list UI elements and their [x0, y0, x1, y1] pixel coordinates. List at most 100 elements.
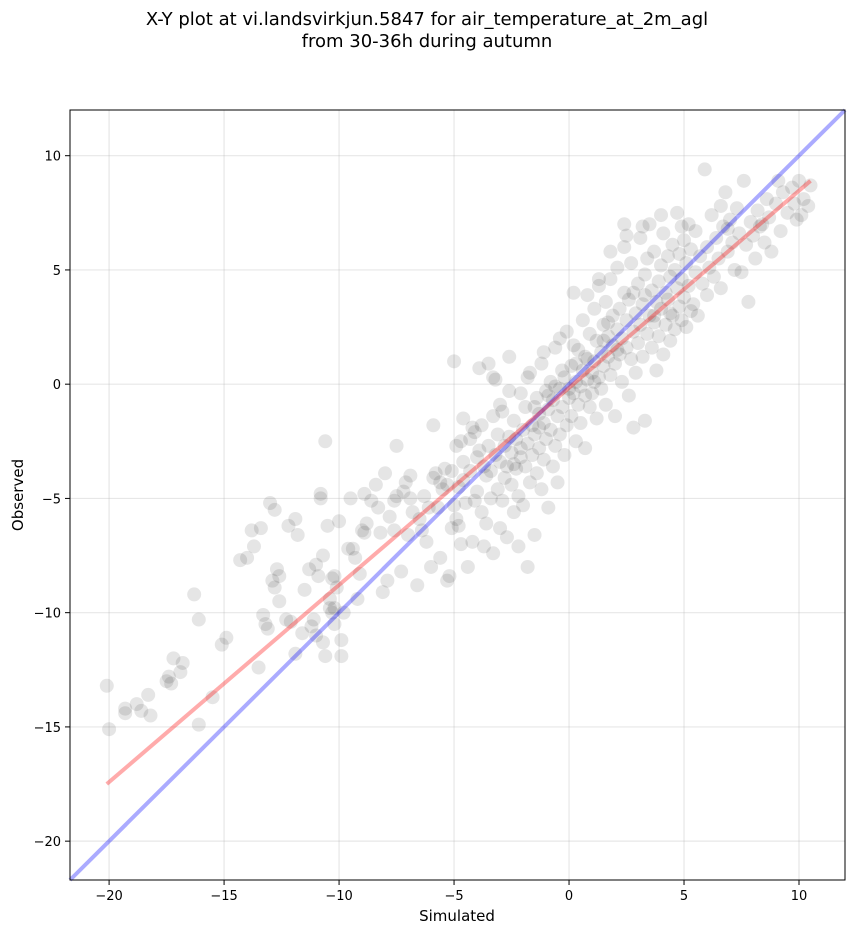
data-point — [658, 285, 673, 300]
data-point — [640, 251, 655, 266]
data-point — [578, 349, 593, 364]
data-point — [764, 244, 779, 259]
data-point — [644, 283, 659, 298]
data-point — [401, 527, 416, 542]
data-point — [518, 400, 533, 415]
data-point — [435, 482, 450, 497]
data-point — [320, 518, 335, 533]
data-point — [258, 617, 273, 632]
data-point — [481, 356, 496, 371]
data-point — [601, 329, 616, 344]
data-point — [529, 466, 544, 481]
data-point — [619, 340, 634, 355]
data-point — [288, 646, 303, 661]
data-point — [656, 226, 671, 241]
data-point — [573, 379, 588, 394]
data-point — [596, 317, 611, 332]
data-point — [267, 580, 282, 595]
data-point — [283, 614, 298, 629]
x-tick-label: −15 — [210, 889, 237, 904]
data-point — [803, 178, 818, 193]
data-point — [318, 649, 333, 664]
x-tick-label: 10 — [791, 889, 808, 904]
data-point — [598, 397, 613, 412]
data-point — [559, 418, 574, 433]
data-point — [522, 365, 537, 380]
y-tick: 5 — [53, 264, 70, 279]
data-point — [677, 233, 692, 248]
data-point — [470, 450, 485, 465]
data-point — [173, 665, 188, 680]
data-point — [688, 224, 703, 239]
data-point — [785, 180, 800, 195]
data-point — [750, 203, 765, 218]
data-point — [626, 420, 641, 435]
data-point — [281, 518, 296, 533]
data-point — [313, 486, 328, 501]
data-point — [357, 486, 372, 501]
data-point — [775, 185, 790, 200]
data-point — [649, 363, 664, 378]
y-tick: −10 — [34, 607, 70, 622]
data-point — [748, 251, 763, 266]
data-point — [637, 413, 652, 428]
data-point — [545, 459, 560, 474]
data-point — [371, 500, 386, 515]
data-point — [589, 333, 604, 348]
data-point — [794, 208, 809, 223]
data-point — [102, 722, 117, 737]
data-point — [525, 418, 540, 433]
data-point — [792, 173, 807, 188]
data-point — [667, 322, 682, 337]
data-point — [603, 244, 618, 259]
data-point — [502, 349, 517, 364]
data-point — [548, 340, 563, 355]
data-point — [580, 352, 595, 367]
data-point — [175, 655, 190, 670]
data-point — [647, 244, 662, 259]
chart-title: X-Y plot at vi.landsvirkjun.5847 for air… — [145, 9, 709, 30]
x-tick-label: −10 — [325, 889, 352, 904]
data-point — [644, 340, 659, 355]
data-point — [336, 605, 351, 620]
data-point — [495, 404, 510, 419]
data-point — [534, 356, 549, 371]
data-point — [453, 537, 468, 552]
data-point — [757, 235, 772, 250]
data-point — [674, 272, 689, 287]
data-point — [633, 230, 648, 245]
data-point — [637, 288, 652, 303]
data-point — [456, 411, 471, 426]
data-point — [440, 477, 455, 492]
y-tick: 10 — [44, 150, 70, 165]
data-point — [624, 352, 639, 367]
data-point — [769, 196, 784, 211]
data-point — [610, 342, 625, 357]
data-point — [562, 390, 577, 405]
data-point — [410, 578, 425, 593]
data-point — [502, 384, 517, 399]
data-point — [700, 240, 715, 255]
data-point — [729, 201, 744, 216]
data-point — [493, 397, 508, 412]
data-point — [483, 464, 498, 479]
data-point — [603, 272, 618, 287]
data-point — [633, 317, 648, 332]
data-point — [596, 358, 611, 373]
data-point — [246, 539, 261, 554]
data-point — [663, 269, 678, 284]
data-point — [161, 669, 176, 684]
data-point — [557, 448, 572, 463]
data-point — [683, 242, 698, 257]
data-point — [651, 274, 666, 289]
data-point — [511, 539, 526, 554]
data-point — [672, 246, 687, 261]
data-point — [555, 363, 570, 378]
y-tick-label: 0 — [53, 378, 61, 393]
data-point — [564, 409, 579, 424]
data-point — [456, 473, 471, 488]
data-point — [490, 427, 505, 442]
data-point — [522, 475, 537, 490]
data-point — [580, 288, 595, 303]
data-point — [334, 649, 349, 664]
